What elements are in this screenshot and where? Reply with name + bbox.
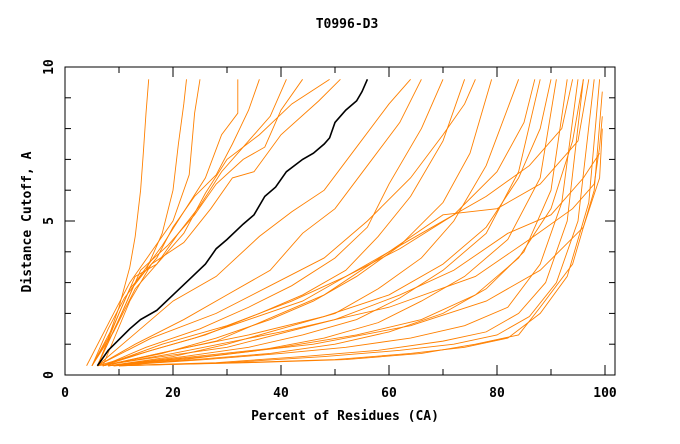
series-line-21 — [118, 79, 595, 367]
series-line-27 — [97, 79, 476, 367]
series-line-23 — [118, 91, 603, 367]
y-axis-label: Distance Cutoff, A — [20, 151, 35, 292]
series-line-32 — [102, 79, 590, 367]
series-group — [86, 78, 603, 367]
x-axis-label: Percent of Residues (CA) — [251, 409, 439, 424]
ticks: 0 20 40 60 80 100 0 5 10 — [42, 59, 617, 401]
x-tick-label: 100 — [593, 386, 617, 401]
series-line-3 — [86, 79, 201, 366]
series-line-29 — [108, 128, 603, 367]
series-line-19 — [113, 79, 579, 367]
series-line-20 — [113, 79, 584, 367]
series-line-7 — [96, 79, 303, 366]
y-tick-label: 10 — [42, 59, 57, 75]
series-line-8 — [91, 78, 330, 367]
series-line-25 — [102, 79, 552, 367]
series-line-26 — [102, 79, 536, 367]
y-tick-label: 0 — [42, 371, 57, 379]
series-line-15 — [108, 79, 520, 367]
series-line-9 — [102, 79, 341, 366]
series-line-31 — [97, 79, 574, 367]
y-tick-label: 5 — [42, 217, 57, 225]
x-tick-label: 60 — [381, 386, 397, 401]
series-line-24 — [108, 79, 584, 367]
chart-title: T0996-D3 — [316, 17, 379, 32]
series-line-1 — [91, 79, 150, 366]
x-tick-label: 20 — [165, 386, 181, 401]
series-line-14 — [102, 79, 493, 367]
series-line-28 — [102, 116, 603, 367]
series-line-10 — [97, 79, 411, 367]
x-tick-label: 40 — [273, 386, 289, 401]
highlight-line — [96, 78, 369, 367]
x-tick-label: 80 — [489, 386, 505, 401]
series-line-12 — [102, 79, 444, 367]
series-line-11 — [97, 79, 422, 367]
series-line-30 — [97, 152, 600, 367]
x-tick-label: 0 — [61, 386, 69, 401]
series-line-2 — [91, 79, 187, 366]
series-line-6 — [96, 79, 287, 366]
series-line-13 — [102, 79, 466, 367]
